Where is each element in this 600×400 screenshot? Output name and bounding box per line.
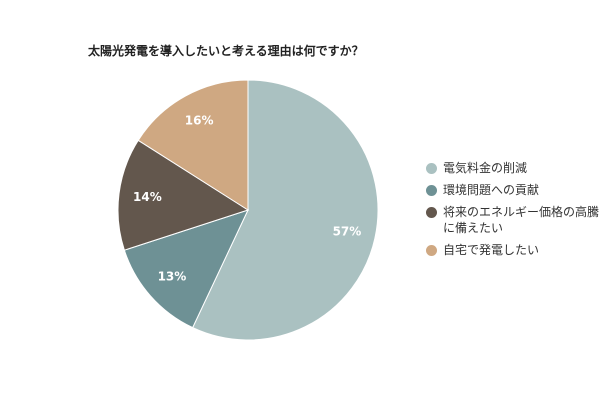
legend-item: 環境問題への貢献: [426, 182, 600, 198]
chart-title: 太陽光発電を導入したいと考える理由は何ですか？: [88, 44, 364, 58]
legend-item: 将来のエネルギー価格の高騰に備えたい: [426, 204, 600, 236]
pie-slice: [123, 209, 249, 329]
legend: 電気料金の削減 環境問題への貢献将来のエネルギー価格の高騰に備えたい自宅で発電した…: [426, 160, 600, 264]
data-label: 13%: [158, 270, 187, 284]
legend-label: 将来のエネルギー価格の高騰に備えたい: [443, 205, 600, 235]
data-label: 14%: [133, 190, 162, 204]
legend-label: 自宅で発電したい: [443, 243, 540, 257]
legend-swatch: [426, 207, 437, 218]
legend-item: 電気料金の削減: [426, 160, 600, 176]
pie-slice: [137, 79, 249, 211]
legend-item: 自宅で発電したい: [426, 242, 600, 258]
legend-swatch: [426, 163, 437, 174]
legend-swatch: [426, 185, 437, 196]
data-label: 16%: [185, 114, 214, 128]
legend-label: 環境問題への貢献: [443, 183, 540, 197]
legend-label: 電気料金の削減: [443, 161, 528, 175]
pie-slice: [191, 79, 379, 341]
pie-slice: [117, 139, 250, 251]
data-label: 57%: [333, 225, 362, 239]
legend-swatch: [426, 245, 437, 256]
